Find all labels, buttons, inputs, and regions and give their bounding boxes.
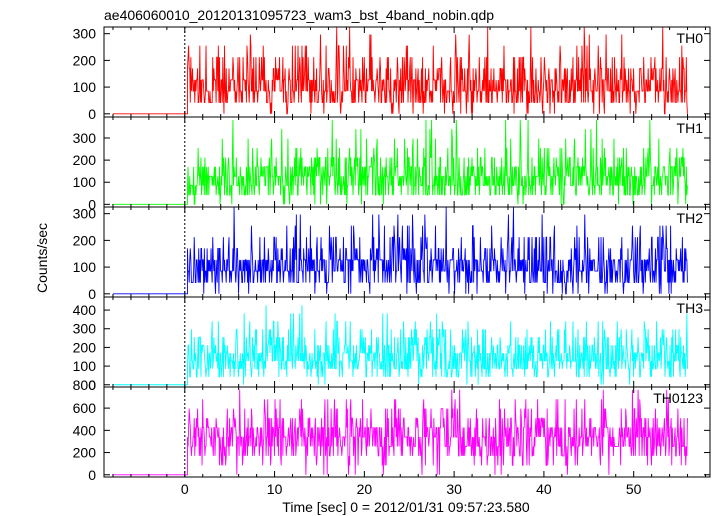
y-tick-label: 200 bbox=[73, 445, 97, 461]
y-tick-label-overlap: 800 bbox=[73, 377, 97, 393]
series-th0 bbox=[112, 26, 688, 115]
x-tick-label: 0 bbox=[181, 481, 189, 497]
y-tick-label: 300 bbox=[73, 26, 97, 42]
y-tick-label: 200 bbox=[73, 52, 97, 68]
y-tick-label: 0 bbox=[88, 286, 96, 302]
series-th2 bbox=[112, 206, 688, 295]
y-axis-label: Counts/sec bbox=[34, 223, 50, 293]
x-tick-label: 50 bbox=[626, 481, 642, 497]
panel-label: TH0123 bbox=[653, 390, 703, 406]
y-tick-label: 300 bbox=[73, 321, 97, 337]
y-tick-label: 400 bbox=[73, 302, 97, 318]
y-tick-label: 400 bbox=[73, 422, 97, 438]
y-tick-label: 600 bbox=[73, 400, 97, 416]
panel-th0: 0 100 200 300 TH0 bbox=[73, 26, 711, 122]
y-tick-label: 0 bbox=[88, 196, 96, 212]
y-tick-label: 100 bbox=[73, 79, 97, 95]
y-tick-label: 300 bbox=[73, 130, 97, 146]
y-tick-label: 0 bbox=[88, 377, 96, 393]
y-tick-label: 300 bbox=[73, 206, 97, 222]
panel-label: TH1 bbox=[677, 120, 704, 136]
panel-label: TH0 bbox=[677, 30, 704, 46]
panel-th1: 0 100 200 300 TH1 bbox=[73, 116, 711, 212]
x-tick-label: 10 bbox=[267, 481, 283, 497]
x-tick-label: 30 bbox=[446, 481, 462, 497]
series-th0123 bbox=[112, 389, 688, 476]
y-tick-label: 0 bbox=[88, 106, 96, 122]
panel-label: TH2 bbox=[677, 210, 704, 226]
y-tick-label: 100 bbox=[73, 259, 97, 275]
y-tick-label: 100 bbox=[73, 174, 97, 190]
panel-th2: 0 100 200 300 TH2 bbox=[73, 206, 711, 302]
y-tick-label: 100 bbox=[73, 358, 97, 374]
x-tick-label: 40 bbox=[536, 481, 552, 497]
panel-th3: 0 100 200 300 400 TH3 bbox=[73, 296, 711, 393]
chart-title: ae406060010_20120131095723_wam3_bst_4ban… bbox=[104, 7, 494, 23]
y-tick-label: 200 bbox=[73, 339, 97, 355]
y-tick-label: 0 bbox=[88, 467, 96, 483]
panel-frame bbox=[103, 386, 711, 478]
x-axis-label: Time [sec] 0 = 2012/01/31 09:57:23.580 bbox=[282, 499, 530, 515]
series-th3 bbox=[112, 305, 688, 386]
panel-label: TH3 bbox=[677, 300, 704, 316]
y-tick-label: 200 bbox=[73, 232, 97, 248]
y-tick-label: 200 bbox=[73, 152, 97, 168]
series-th1 bbox=[112, 119, 688, 205]
x-tick-label: 20 bbox=[357, 481, 373, 497]
panel-th0123: 0 200 400 600 TH0123 bbox=[73, 386, 711, 483]
